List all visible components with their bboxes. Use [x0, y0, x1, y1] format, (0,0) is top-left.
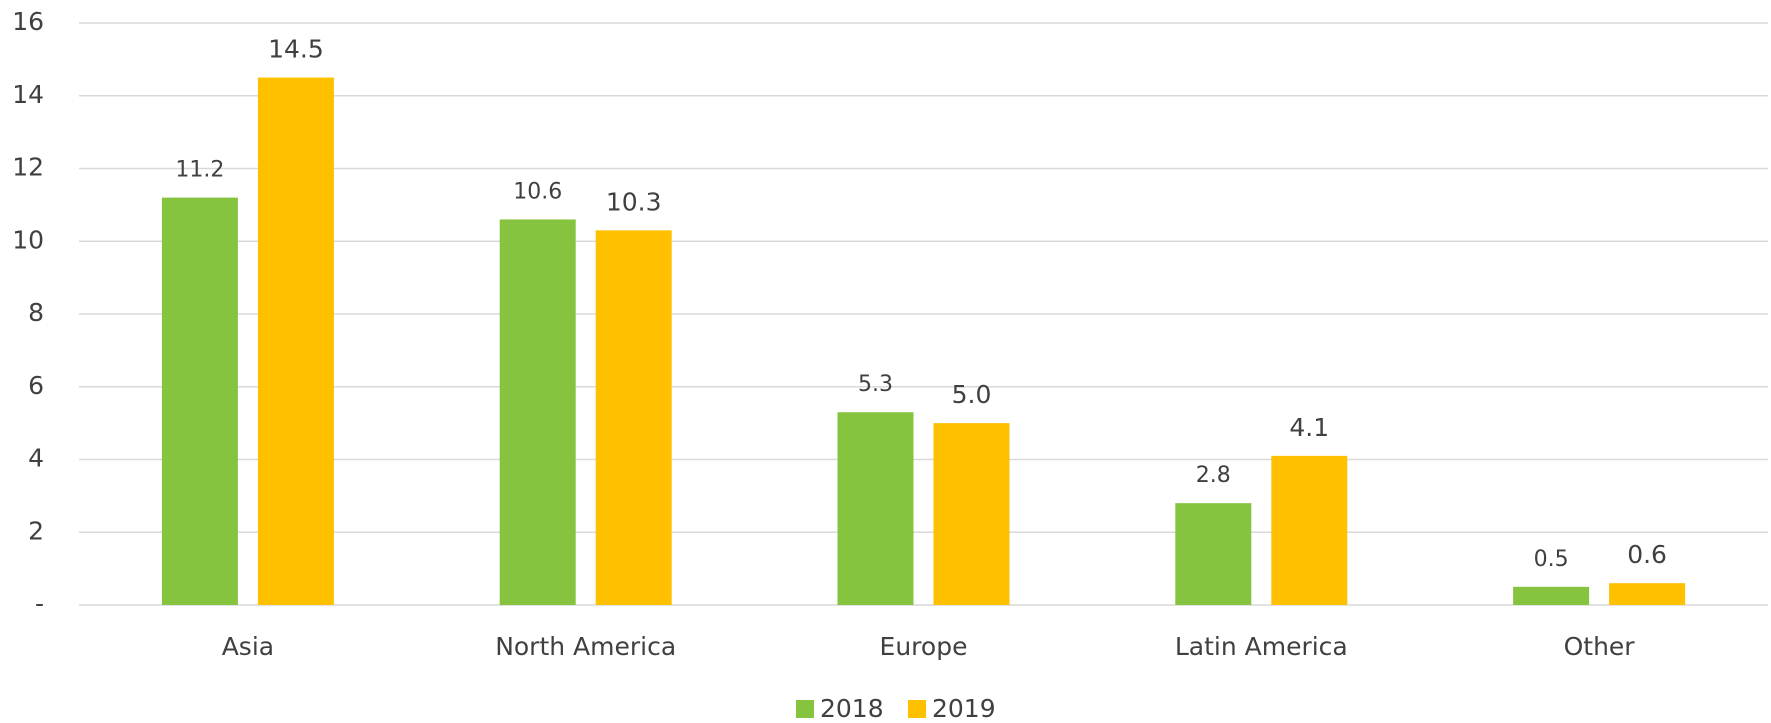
bar: [1609, 583, 1686, 605]
x-tick-label: Europe: [880, 632, 968, 661]
value-label: 10.3: [606, 187, 662, 216]
y-tick-label: -: [35, 589, 44, 618]
y-tick-label: 12: [12, 153, 44, 182]
legend-swatch: [796, 700, 814, 718]
value-label: 5.3: [858, 372, 893, 397]
value-label: 0.5: [1534, 547, 1569, 572]
x-tick-label: Latin America: [1175, 632, 1348, 661]
value-label: 10.6: [513, 179, 562, 204]
legend-swatch: [908, 700, 926, 718]
y-tick-label: 4: [28, 444, 44, 473]
bar: [499, 219, 576, 606]
value-label: 0.6: [1627, 540, 1667, 569]
bar: [161, 197, 238, 605]
x-tick-label: Asia: [222, 632, 274, 661]
value-label: 11.2: [175, 158, 224, 183]
y-tick-label: 8: [28, 298, 44, 327]
legend-label: 2018: [820, 694, 884, 723]
bar: [933, 423, 1010, 605]
value-label: 2.8: [1196, 463, 1231, 488]
bar: [1513, 586, 1590, 605]
value-label: 4.1: [1289, 413, 1329, 442]
bar: [1271, 455, 1348, 605]
y-tick-label: 16: [12, 7, 44, 36]
x-tick-label: Other: [1564, 632, 1636, 661]
bar: [257, 77, 334, 605]
bar: [1175, 503, 1252, 605]
x-tick-label: North America: [495, 632, 676, 661]
legend-label: 2019: [932, 694, 996, 723]
y-tick-label: 10: [12, 225, 44, 254]
y-tick-label: 2: [28, 516, 44, 545]
value-label: 14.5: [268, 35, 324, 64]
y-tick-label: 14: [12, 80, 44, 109]
bar: [595, 230, 672, 605]
bar: [837, 412, 914, 605]
y-tick-label: 6: [28, 371, 44, 400]
value-label: 5.0: [952, 380, 992, 409]
